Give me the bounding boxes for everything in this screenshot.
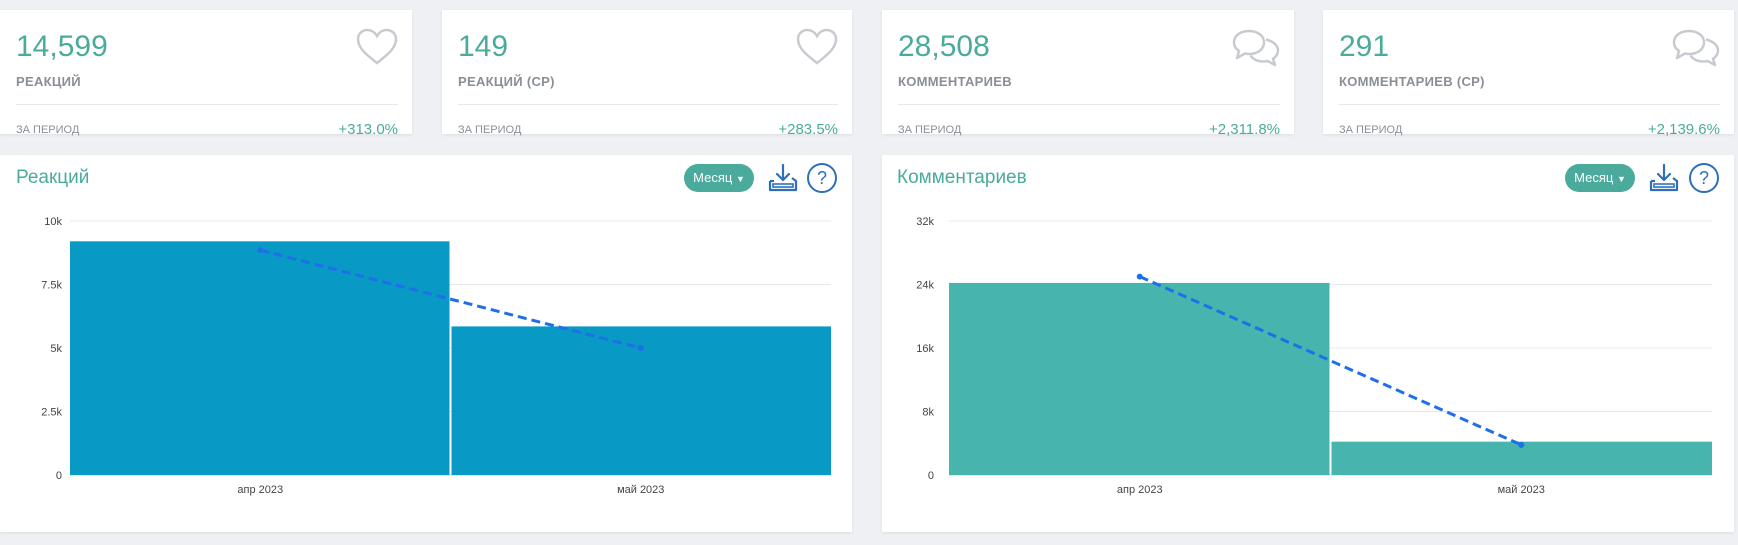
x-category-label: апр 2023 (1117, 484, 1163, 496)
chart-title: Реакций (16, 167, 90, 188)
chart-reactions: 0 2.5k 5k 7.5k 10k апр 2023 май 2023 (41, 216, 831, 496)
bar-comments-0[interactable] (949, 282, 1330, 475)
stat-card-reactions: 14,599 РЕАКЦИЙ ЗА ПЕРИОД +313.0% (0, 10, 412, 138)
stat-change: +313.0% (338, 121, 398, 138)
stat-card-comments-avg: 291 КОММЕНТАРИЕВ (СР) ЗА ПЕРИОД +2,139.6… (1323, 10, 1734, 138)
trend-point[interactable] (257, 247, 264, 254)
stat-value: 291 (1339, 30, 1390, 63)
stat-card-comments: 28,508 КОММЕНТАРИЕВ ЗА ПЕРИОД +2,311.8% (882, 10, 1294, 138)
divider (898, 104, 1280, 105)
download-icon (768, 163, 798, 192)
stat-change: +2,139.6% (1647, 121, 1720, 138)
comments-icon (1232, 28, 1280, 73)
stat-period: ЗА ПЕРИОД (1339, 124, 1403, 136)
y-tick-label: 7.5k (41, 280, 62, 292)
stat-period: ЗА ПЕРИОД (458, 124, 522, 136)
y-tick-label: 8k (922, 407, 934, 419)
y-tick-label: 10k (44, 216, 62, 228)
chart-comments: 0 8k 16k 24k 32k апр 2023 май 2023 (916, 216, 1712, 496)
divider (1339, 104, 1720, 105)
bar-reactions-0[interactable] (70, 241, 450, 475)
svg-text:?: ? (817, 168, 827, 188)
period-select-label: Месяц (693, 170, 733, 185)
x-category-label: апр 2023 (237, 484, 283, 496)
stat-label: КОММЕНТАРИЕВ (898, 74, 1012, 89)
download-icon (1649, 163, 1679, 192)
stat-change: +283.5% (778, 121, 838, 138)
stat-value: 149 (458, 30, 509, 63)
divider (458, 104, 838, 105)
divider (16, 104, 398, 105)
help-icon: ? (1689, 163, 1719, 193)
y-tick-label: 0 (56, 470, 62, 482)
bar-reactions-1[interactable] (451, 326, 832, 475)
chevron-down-icon: ▼ (735, 174, 745, 184)
y-tick-label: 0 (928, 470, 934, 482)
heart-icon (796, 28, 838, 71)
period-select-label: Месяц (1574, 170, 1614, 185)
trend-point[interactable] (637, 345, 644, 351)
help-button[interactable]: ? (1688, 162, 1720, 199)
heart-icon (356, 28, 398, 71)
x-category-label: май 2023 (1498, 484, 1545, 496)
help-button[interactable]: ? (806, 162, 838, 199)
chart-title: Комментариев (897, 167, 1027, 188)
trend-point[interactable] (1136, 273, 1143, 280)
period-select-button[interactable]: Месяц ▼ (684, 164, 754, 192)
stat-period: ЗА ПЕРИОД (16, 124, 80, 136)
stat-period: ЗА ПЕРИОД (898, 124, 962, 136)
stat-change: +2,311.8% (1208, 121, 1280, 138)
x-category-label: май 2023 (617, 484, 664, 496)
y-tick-label: 5k (50, 343, 62, 355)
stat-label: КОММЕНТАРИЕВ (СР) (1339, 74, 1485, 89)
download-button[interactable] (1648, 162, 1680, 199)
trend-line (259, 248, 642, 350)
help-icon: ? (807, 163, 837, 193)
stat-value: 14,599 (16, 30, 108, 63)
y-tick-label: 2.5k (41, 407, 62, 419)
y-tick-label: 32k (916, 216, 934, 228)
download-button[interactable] (767, 162, 799, 199)
stat-card-reactions-avg: 149 РЕАКЦИЙ (СР) ЗА ПЕРИОД +283.5% (442, 10, 852, 138)
y-tick-label: 24k (916, 280, 934, 292)
chevron-down-icon: ▼ (1616, 174, 1626, 184)
stat-label: РЕАКЦИЙ (СР) (458, 74, 555, 89)
stat-value: 28,508 (898, 30, 990, 63)
svg-text:?: ? (1699, 168, 1709, 188)
stat-label: РЕАКЦИЙ (16, 74, 81, 89)
trend-point[interactable] (1518, 441, 1525, 448)
comments-icon (1672, 28, 1720, 73)
y-tick-label: 16k (916, 343, 934, 355)
period-select-button[interactable]: Месяц ▼ (1565, 164, 1635, 192)
